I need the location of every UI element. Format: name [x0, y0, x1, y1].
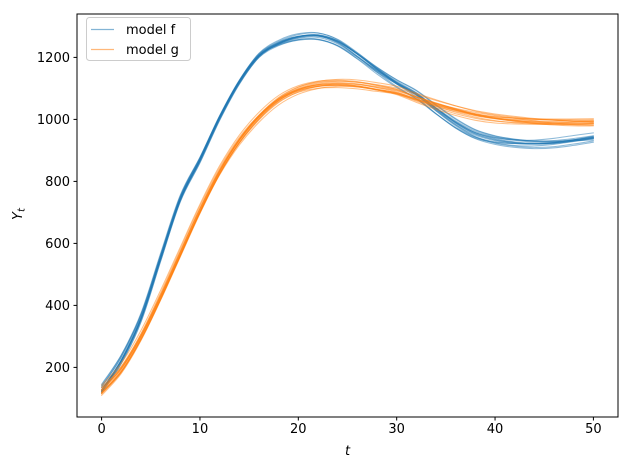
x-tick-label: 20: [290, 422, 307, 437]
ensemble-line-model-f: [101, 33, 594, 393]
y-tick-label: 600: [45, 237, 70, 252]
y-tick-label: 400: [45, 299, 70, 314]
x-tick-label: 30: [388, 422, 405, 437]
legend-label-model-g: model g: [126, 43, 179, 58]
series-layer: [101, 31, 594, 396]
y-axis-label-base: Y: [11, 211, 26, 220]
y-tick-label: 800: [45, 175, 70, 190]
x-tick-label: 10: [192, 422, 209, 437]
ensemble-line-model-g: [101, 78, 594, 389]
legend-label-model-f: model f: [126, 23, 176, 38]
x-axis-label: t: [345, 444, 351, 459]
x-tick-label: 40: [487, 422, 504, 437]
y-tick-label: 200: [45, 361, 70, 376]
y-axis-label: Yt: [11, 207, 28, 220]
x-tick-label: 50: [585, 422, 602, 437]
legend: model f model g: [86, 17, 191, 61]
ensemble-line-model-g: [101, 80, 594, 393]
axes-frame: [76, 13, 619, 418]
x-tick-label: 0: [97, 422, 105, 437]
y-tick-label: 1200: [37, 51, 70, 66]
y-tick-label: 1000: [37, 113, 70, 128]
y-axis-label-subscript: t: [17, 207, 28, 212]
ticks-layer: 0 10 20 30 40 50 200 400 600 800 1000 1200: [37, 51, 602, 437]
